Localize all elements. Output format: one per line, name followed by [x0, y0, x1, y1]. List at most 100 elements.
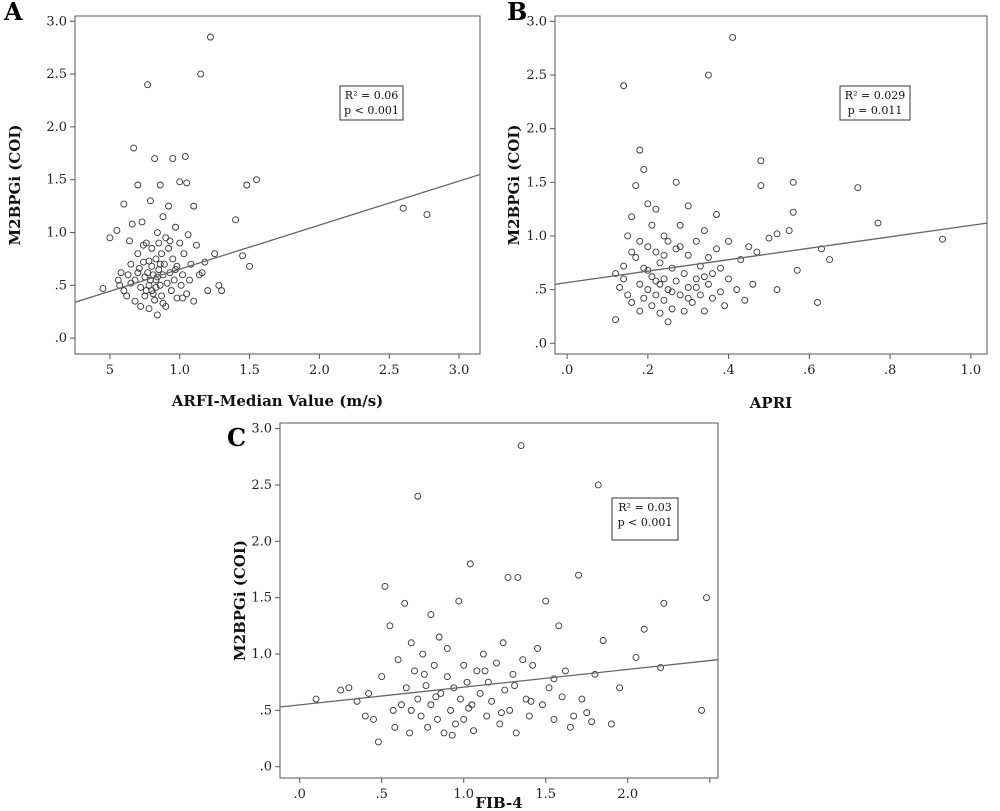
data-point	[713, 211, 720, 218]
data-point	[389, 706, 397, 714]
data-point	[648, 302, 656, 310]
data-point	[165, 202, 173, 210]
data-point	[378, 673, 386, 681]
data-point	[644, 243, 652, 251]
data-point	[443, 673, 451, 681]
data-point	[183, 290, 191, 298]
data-point	[447, 706, 455, 714]
data-point	[374, 738, 382, 746]
data-point	[757, 157, 765, 165]
data-point	[401, 599, 409, 607]
data-point	[417, 712, 425, 720]
data-point	[481, 667, 489, 675]
y-tick-label: 1.5	[526, 175, 547, 190]
data-point	[773, 230, 781, 238]
data-point	[558, 693, 566, 701]
y-tick-label: .0	[55, 331, 67, 346]
data-point	[789, 178, 797, 186]
data-point	[757, 182, 765, 189]
scatter-panel-b: B .0 .5 1.0 1.5 2.0 2.5 3.0 .0 .2 .4 .6 .8 1.0 APRI M2B…	[505, 0, 988, 412]
data-point	[680, 270, 688, 277]
regression-line	[75, 173, 480, 303]
data-point	[594, 481, 602, 489]
data-point	[218, 287, 226, 295]
data-point	[126, 237, 133, 245]
data-point	[476, 690, 484, 697]
data-point	[813, 299, 821, 306]
y-axis-title: M2BPGi (COI)	[231, 540, 249, 661]
y-tick-label: .5	[535, 283, 547, 298]
x-tick-label: .8	[884, 363, 896, 378]
data-point	[640, 165, 648, 173]
data-point	[312, 695, 320, 703]
data-point	[407, 639, 415, 647]
data-point	[422, 682, 430, 690]
data-point	[704, 253, 712, 261]
data-point	[434, 715, 441, 723]
p-value-label: p < 0.001	[618, 516, 673, 529]
data-point	[729, 34, 737, 41]
y-tick-label: 2.0	[46, 120, 67, 135]
data-point	[148, 262, 156, 270]
data-point	[420, 670, 428, 678]
data-point	[652, 248, 660, 256]
data-point	[506, 706, 514, 714]
data-point	[648, 221, 656, 229]
data-point	[452, 720, 459, 728]
plot-frame	[554, 15, 988, 355]
data-point	[591, 670, 599, 678]
data-point	[684, 294, 692, 302]
y-axis-title: M2BPGi (COI)	[505, 125, 523, 246]
data-point	[440, 729, 448, 737]
x-tick-label: 2.5	[379, 363, 400, 378]
r-squared-label: R² = 0.06	[345, 89, 398, 102]
data-point	[163, 279, 171, 287]
data-point	[165, 244, 173, 252]
y-tick-label: 1.5	[46, 173, 67, 188]
data-point	[123, 292, 131, 300]
data-point	[620, 82, 628, 90]
data-point	[120, 287, 128, 295]
data-point	[211, 250, 219, 258]
data-point	[134, 269, 142, 277]
data-point	[414, 492, 422, 500]
data-point	[616, 684, 624, 692]
y-tick-label: 1.5	[251, 591, 272, 606]
data-point	[424, 723, 432, 731]
data-point	[131, 297, 139, 305]
data-point	[134, 181, 142, 189]
scatter-panel-a: A .0 .5 1.0 1.5 2.0 2.5 3.0 5 1.0 1.5 2.0 2.5 3.0 ARFI…	[3, 0, 481, 410]
data-point	[184, 231, 192, 239]
data-point	[664, 237, 672, 245]
data-point	[498, 709, 505, 717]
data-point	[660, 275, 668, 283]
data-point	[640, 294, 648, 302]
data-point	[488, 697, 496, 705]
data-point	[636, 146, 644, 154]
data-point	[550, 675, 558, 683]
data-point	[151, 296, 159, 304]
data-point	[644, 200, 652, 208]
data-point	[534, 644, 542, 652]
y-tick-label: 1.0	[46, 226, 67, 241]
data-point	[612, 316, 620, 324]
data-point	[692, 237, 700, 245]
data-point	[435, 633, 443, 641]
data-point	[499, 639, 507, 647]
data-point	[583, 709, 591, 717]
x-axis-title: ARFI-Median Value (m/s)	[171, 392, 384, 410]
data-point	[632, 653, 640, 661]
data-point	[414, 695, 422, 703]
stats-box	[611, 497, 679, 541]
data-point	[496, 720, 504, 728]
data-point	[386, 622, 394, 630]
data-point	[423, 211, 431, 219]
data-point	[733, 286, 741, 294]
y-axis-title: M2BPGi (COI)	[6, 125, 24, 246]
data-points	[99, 33, 431, 319]
y-tick-label: .0	[260, 760, 272, 775]
data-point	[628, 299, 636, 306]
data-point	[139, 241, 147, 249]
y-tick-label: 2.0	[251, 534, 272, 549]
data-point	[668, 288, 676, 296]
